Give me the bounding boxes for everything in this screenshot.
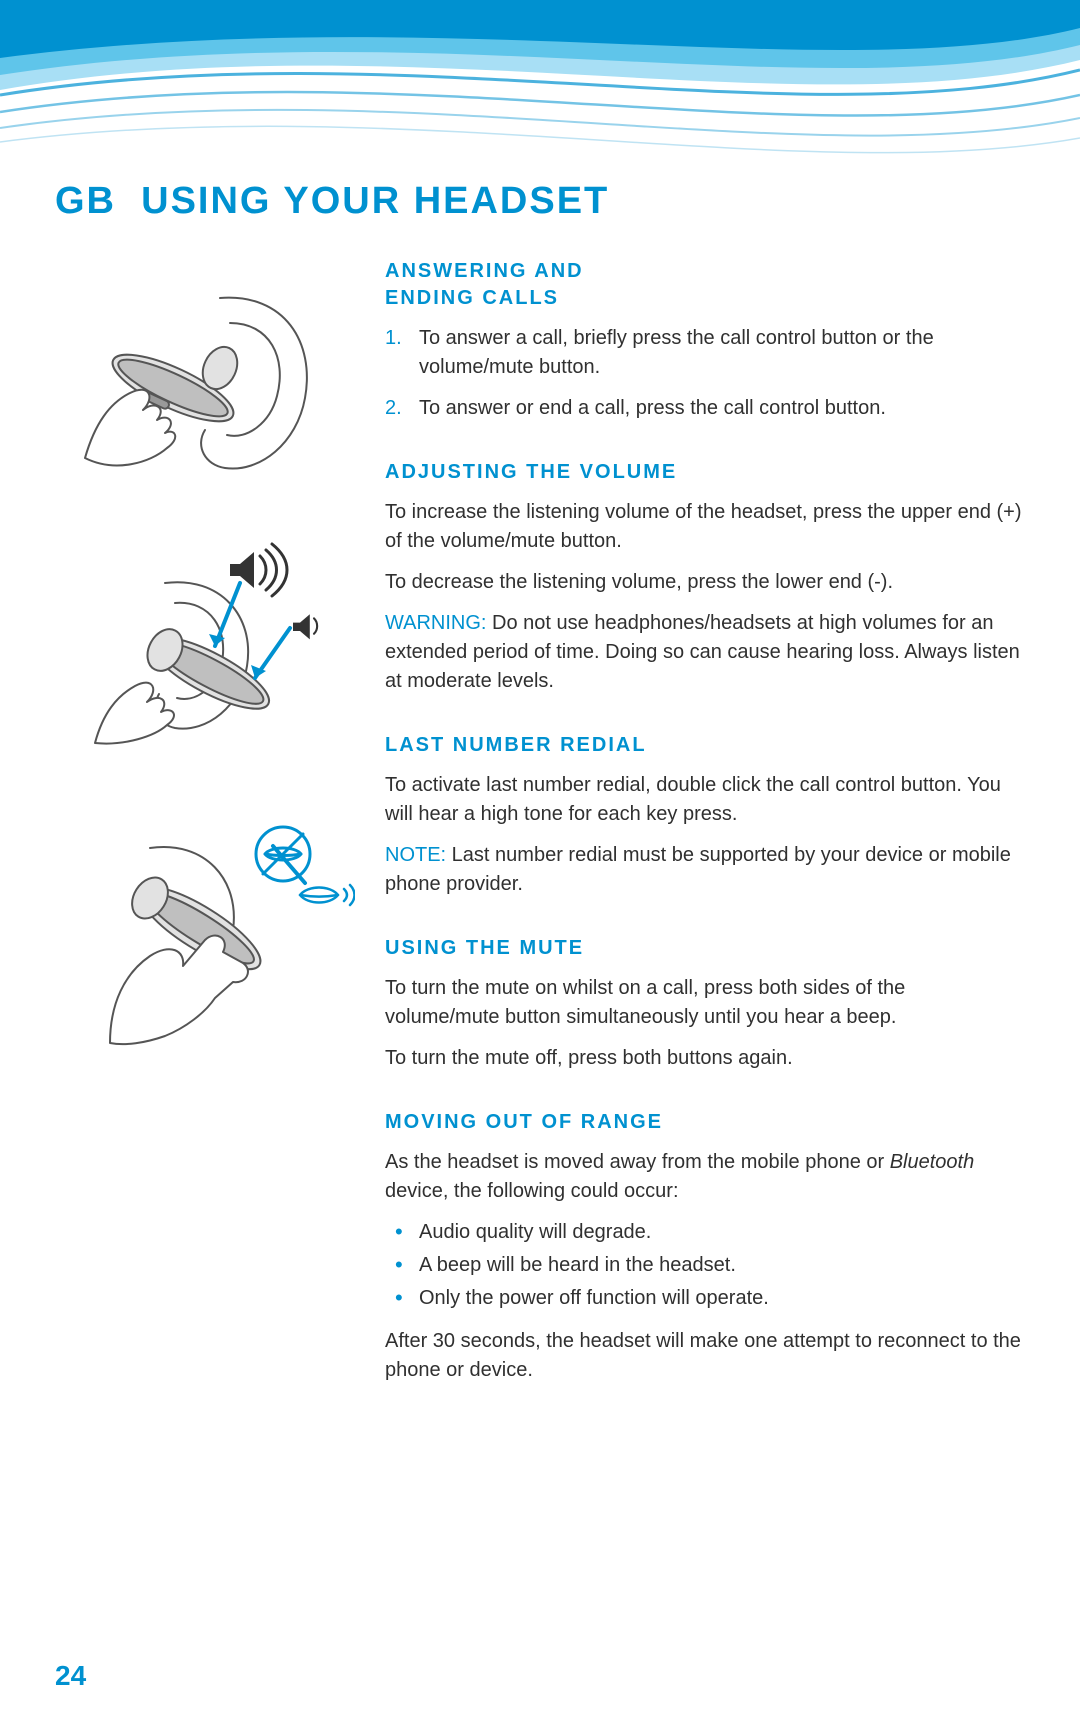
range-bullet-2: A beep will be heard in the headset. (385, 1251, 1025, 1280)
section-range: MOVING OUT OF RANGE As the headset is mo… (385, 1109, 1025, 1385)
section-redial: LAST NUMBER REDIAL To activate last numb… (385, 732, 1025, 899)
decorative-wave-header (0, 0, 1080, 190)
page-title: GB USING YOUR HEADSET (55, 180, 609, 223)
answer-step-1: 1.To answer a call, briefly press the ca… (385, 324, 1025, 382)
illus-answer-call (55, 268, 355, 488)
volume-warning: WARNING: Do not use headphones/headsets … (385, 609, 1025, 696)
text-column: ANSWERING AND ENDING CALLS 1.To answer a… (385, 258, 1025, 1421)
redial-p1: To activate last number redial, double c… (385, 771, 1025, 829)
volume-p2: To decrease the listening volume, press … (385, 568, 1025, 597)
range-bullet-1: Audio quality will degrade. (385, 1218, 1025, 1247)
heading-volume: ADJUSTING THE VOLUME (385, 459, 1025, 486)
range-after: After 30 seconds, the headset will make … (385, 1327, 1025, 1385)
range-intro: As the headset is moved away from the mo… (385, 1148, 1025, 1206)
page-number: 24 (55, 1660, 86, 1692)
section-mute: USING THE MUTE To turn the mute on whils… (385, 935, 1025, 1073)
section-volume: ADJUSTING THE VOLUME To increase the lis… (385, 459, 1025, 696)
heading-range: MOVING OUT OF RANGE (385, 1109, 1025, 1136)
redial-note: NOTE: Last number redial must be support… (385, 841, 1025, 899)
mute-p2: To turn the mute off, press both buttons… (385, 1044, 1025, 1073)
heading-redial: LAST NUMBER REDIAL (385, 732, 1025, 759)
section-answering: ANSWERING AND ENDING CALLS 1.To answer a… (385, 258, 1025, 423)
heading-answering: ANSWERING AND ENDING CALLS (385, 258, 1025, 312)
illus-adjust-volume (55, 528, 355, 758)
illustration-column (55, 258, 355, 1421)
heading-mute: USING THE MUTE (385, 935, 1025, 962)
illus-mute (55, 798, 355, 1048)
range-bullet-3: Only the power off function will operate… (385, 1284, 1025, 1313)
volume-p1: To increase the listening volume of the … (385, 498, 1025, 556)
answer-step-2: 2.To answer or end a call, press the cal… (385, 394, 1025, 423)
mute-p1: To turn the mute on whilst on a call, pr… (385, 974, 1025, 1032)
